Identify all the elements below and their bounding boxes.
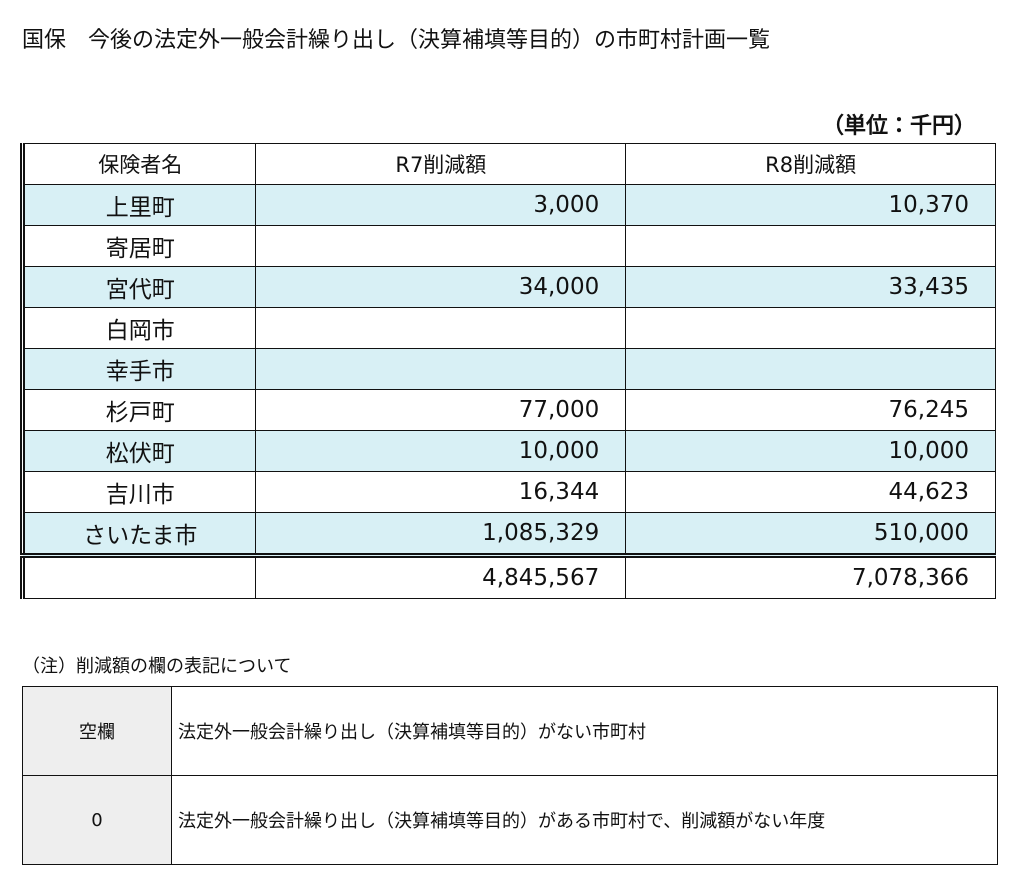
table-row: 宮代町 34,000 33,435: [21, 266, 996, 308]
insurer-name: 杉戸町: [21, 389, 257, 431]
r7-amount: [255, 225, 627, 267]
column-header: R7削減額: [255, 143, 627, 185]
insurer-name: [21, 553, 257, 599]
note-row: 0 法定外一般会計繰り出し（決算補填等目的）がある市町村で、削減額がない年度: [22, 775, 998, 865]
r8-amount: [625, 307, 996, 349]
column-header: 保険者名: [21, 143, 257, 185]
reduction-table: 保険者名 R7削減額 R8削減額 上里町 3,000 10,370 寄居町 宮代町 34,00…: [20, 143, 996, 599]
insurer-name: 松伏町: [21, 430, 257, 472]
r8-amount: 7,078,366: [625, 553, 996, 599]
r7-amount: 16,344: [255, 471, 627, 513]
r8-amount: 33,435: [625, 266, 996, 308]
note-title: （注）削減額の欄の表記について: [22, 656, 292, 677]
r8-amount: 10,000: [625, 430, 996, 472]
note-term: 空欄: [22, 686, 172, 776]
total-row: 4,845,567 7,078,366: [21, 553, 996, 599]
table-row: 寄居町: [21, 225, 996, 267]
r7-amount: 34,000: [255, 266, 627, 308]
note-table: 空欄 法定外一般会計繰り出し（決算補填等目的）がない市町村 0 法定外一般会計繰り出し…: [22, 686, 998, 865]
r7-amount: [255, 307, 627, 349]
column-header: R8削減額: [625, 143, 996, 185]
r7-amount: 77,000: [255, 389, 627, 431]
note-description: 法定外一般会計繰り出し（決算補填等目的）がない市町村: [171, 686, 998, 776]
r7-amount: 10,000: [255, 430, 627, 472]
header-row: 保険者名 R7削減額 R8削減額: [21, 143, 996, 185]
r8-amount: 10,370: [625, 184, 996, 226]
r7-amount: 1,085,329: [255, 512, 627, 556]
table-row: 白岡市: [21, 307, 996, 349]
insurer-name: 寄居町: [21, 225, 257, 267]
note-row: 空欄 法定外一般会計繰り出し（決算補填等目的）がない市町村: [22, 686, 998, 776]
note-description: 法定外一般会計繰り出し（決算補填等目的）がある市町村で、削減額がない年度: [171, 775, 998, 865]
table-row: 幸手市: [21, 348, 996, 390]
insurer-name: 宮代町: [21, 266, 257, 308]
insurer-name: 幸手市: [21, 348, 257, 390]
r8-amount: 510,000: [625, 512, 996, 556]
r8-amount: [625, 225, 996, 267]
unit: （単位：千円）: [821, 114, 976, 139]
table-row: 上里町 3,000 10,370: [21, 184, 996, 226]
note-term: 0: [22, 775, 172, 865]
insurer-name: 上里町: [21, 184, 257, 226]
table-row: 杉戸町 77,000 76,245: [21, 389, 996, 431]
r7-amount: [255, 348, 627, 390]
table-row: 松伏町 10,000 10,000: [21, 430, 996, 472]
title: 国保 今後の法定外一般会計繰り出し（決算補填等目的）の市町村計画一覧: [22, 28, 771, 53]
insurer-name: さいたま市: [21, 512, 257, 556]
r7-amount: 3,000: [255, 184, 627, 226]
r8-amount: [625, 348, 996, 390]
r7-amount: 4,845,567: [255, 553, 627, 599]
insurer-name: 白岡市: [21, 307, 257, 349]
r8-amount: 44,623: [625, 471, 996, 513]
table-row: 吉川市 16,344 44,623: [21, 471, 996, 513]
table-row: さいたま市 1,085,329 510,000: [21, 512, 996, 556]
insurer-name: 吉川市: [21, 471, 257, 513]
r8-amount: 76,245: [625, 389, 996, 431]
